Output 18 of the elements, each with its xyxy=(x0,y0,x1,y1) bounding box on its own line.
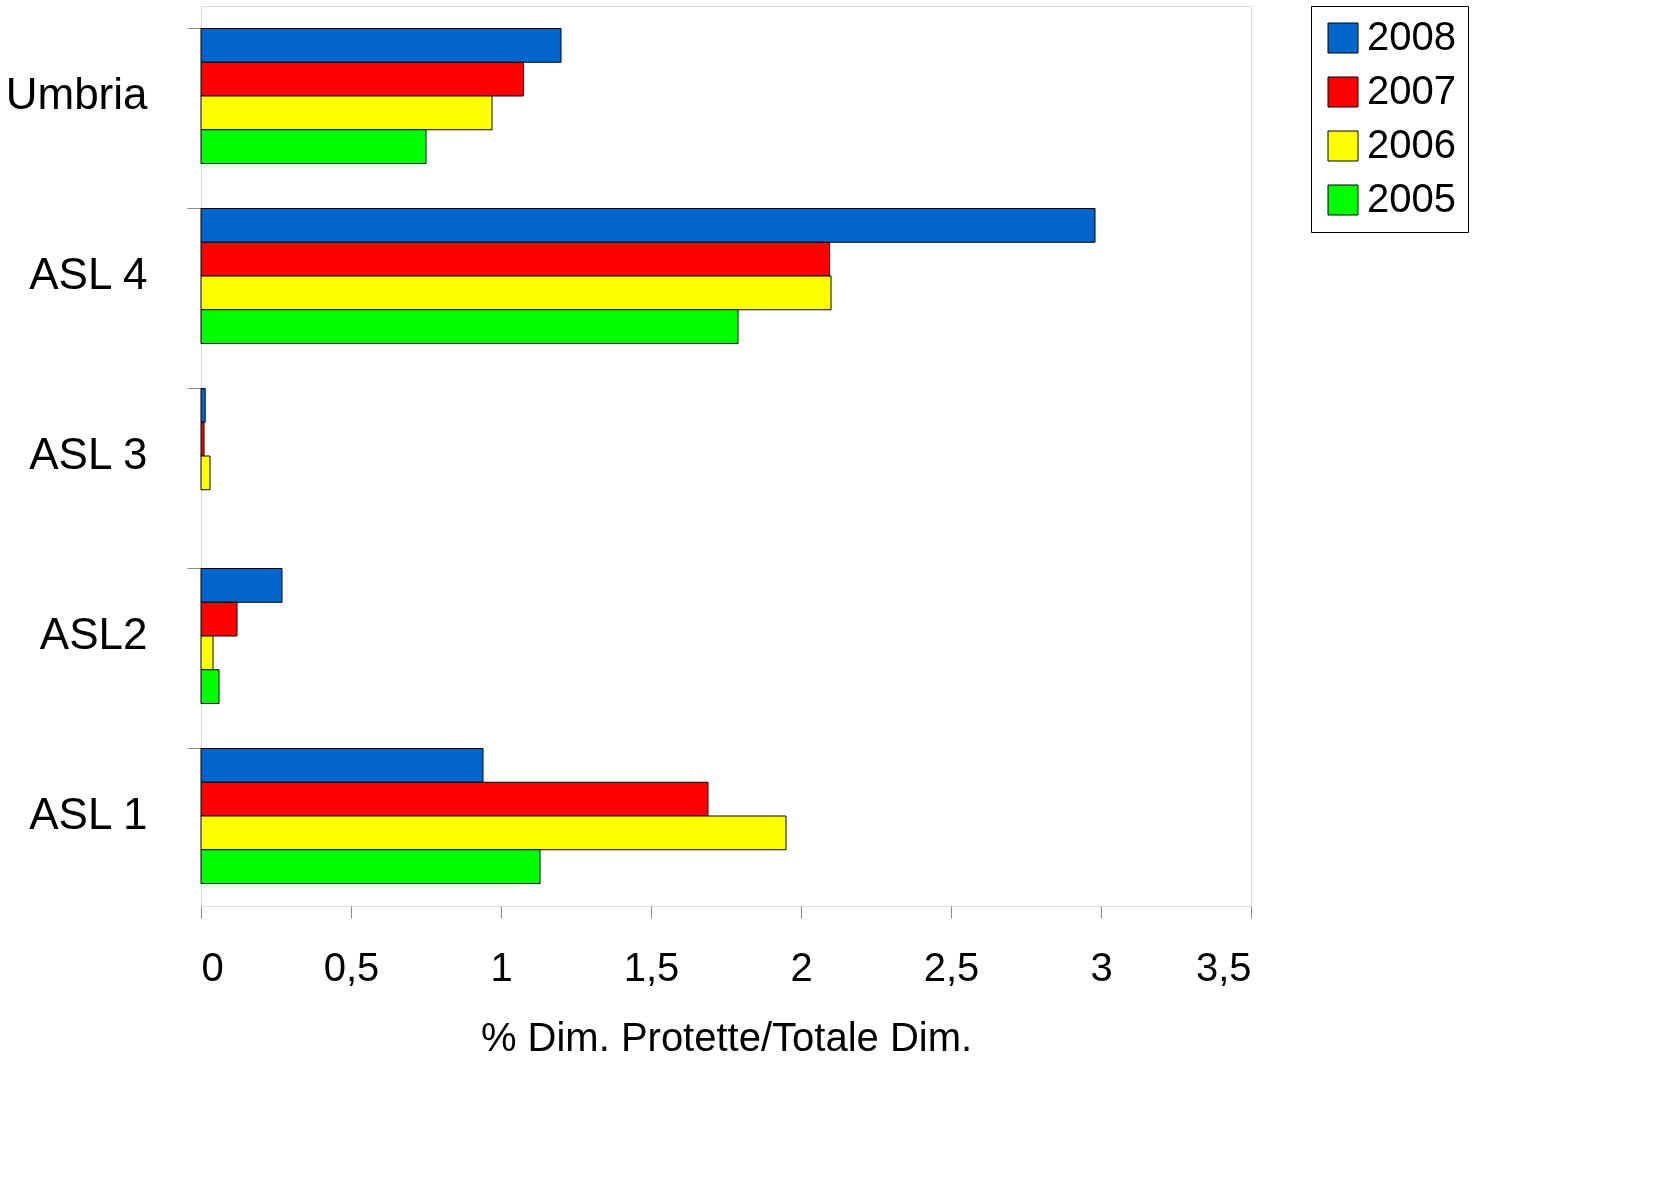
x-tick-label: 3 xyxy=(1090,944,1113,989)
x-tick-label: 0,5 xyxy=(323,944,380,989)
legend-label: 2005 xyxy=(1367,176,1456,220)
x-tick-label: 3,5 xyxy=(1195,944,1252,989)
x-tick-label: 2,5 xyxy=(923,944,980,989)
x-tick-label: 1 xyxy=(490,944,513,989)
y-tick-label: ASL2 xyxy=(39,609,148,658)
y-tick-label: ASL 1 xyxy=(29,789,148,838)
x-tick-label: 1,5 xyxy=(623,944,680,989)
y-tick-label: Umbria xyxy=(5,69,149,118)
legend-label: 2008 xyxy=(1367,14,1456,58)
legend-label: 2007 xyxy=(1367,68,1456,112)
y-tick-label: ASL 4 xyxy=(29,249,148,298)
legend-label: 2006 xyxy=(1367,122,1456,166)
y-tick-label: ASL 3 xyxy=(29,429,148,478)
x-tick-label: 0 xyxy=(201,944,224,989)
x-axis-title: % Dim. Protette/Totale Dim. xyxy=(480,1014,973,1059)
x-tick-label: 2 xyxy=(790,944,813,989)
